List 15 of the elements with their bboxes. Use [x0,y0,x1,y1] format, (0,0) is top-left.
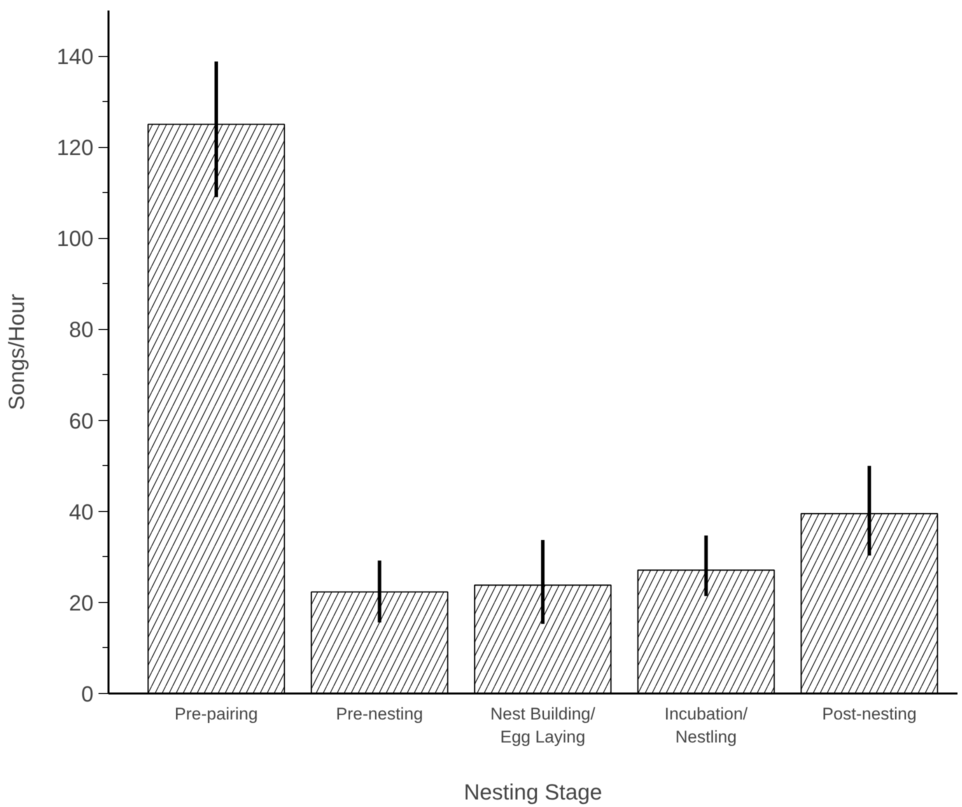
y-tick-label: 140 [56,44,94,70]
y-tick-label: 80 [69,317,94,342]
x-tick-label: Incubation/ Nestling [664,704,748,746]
y-tick-label: 0 [81,682,94,706]
x-tick-label: Pre-nesting [336,704,423,724]
x-tick-label: Nest Building/ Egg Laying [490,704,596,746]
y-tick-label: 40 [69,499,94,524]
y-tick-label: 60 [69,408,94,434]
y-tick-label: 100 [56,226,94,252]
y-tick-label: 120 [56,135,94,160]
y-tick-label: 20 [69,590,94,616]
x-tick-label: Pre-pairing [174,704,258,724]
y-axis-title: Songs/Hour [4,294,29,410]
x-axis-title: Nesting Stage [464,779,602,804]
x-tick-label: Post-nesting [822,704,917,724]
